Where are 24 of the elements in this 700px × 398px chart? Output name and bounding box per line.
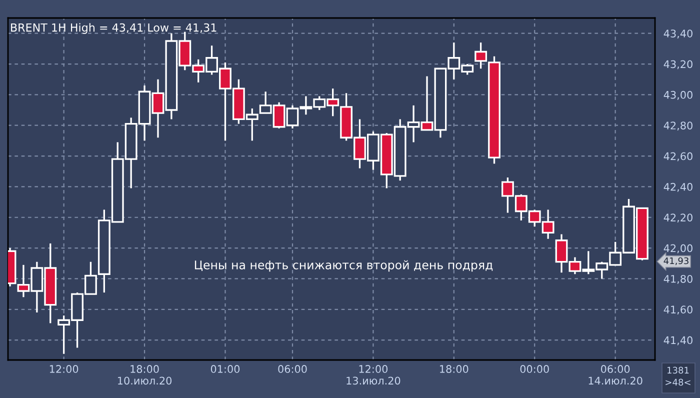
annotation: Цены на нефть снижаются второй день подряд (194, 260, 493, 272)
text: 41,93 (664, 257, 688, 266)
y-tick-label: 43,20 (664, 60, 692, 70)
y-tick-label: 41,60 (664, 306, 692, 315)
chart-title: BRENT 1H High = 43,41 Low = 41,31 (11, 23, 216, 34)
y-tick-label: 42,40 (664, 182, 692, 192)
x-tick-label: 01:00 (210, 365, 240, 373)
y-tick-label: 42,80 (664, 122, 692, 131)
y-tick-label: 43,00 (664, 90, 692, 100)
x-tick-label: 18:00 (440, 365, 468, 373)
x-tick-label: 06:00 (278, 365, 307, 373)
y-tick-label: 42,60 (664, 152, 692, 162)
y-tick-label: 41,80 (664, 274, 692, 284)
text: >48< (666, 378, 690, 386)
y-tick-label: 42,00 (664, 244, 692, 254)
y-tick-label: 42,20 (664, 214, 692, 223)
x-tick-label: 18:00 10.июл.20 (118, 365, 172, 385)
y-tick-label: 41,40 (664, 336, 692, 346)
x-tick-label: 12:00 (50, 365, 78, 373)
x-tick-label: 12:00 13.июл.20 (346, 365, 400, 385)
x-tick-label: 06:00 14.июл.20 (588, 365, 642, 385)
y-tick-label: 43,40 (664, 30, 692, 39)
x-tick-label: 00:00 (520, 365, 549, 373)
text: 1381 (668, 366, 689, 374)
